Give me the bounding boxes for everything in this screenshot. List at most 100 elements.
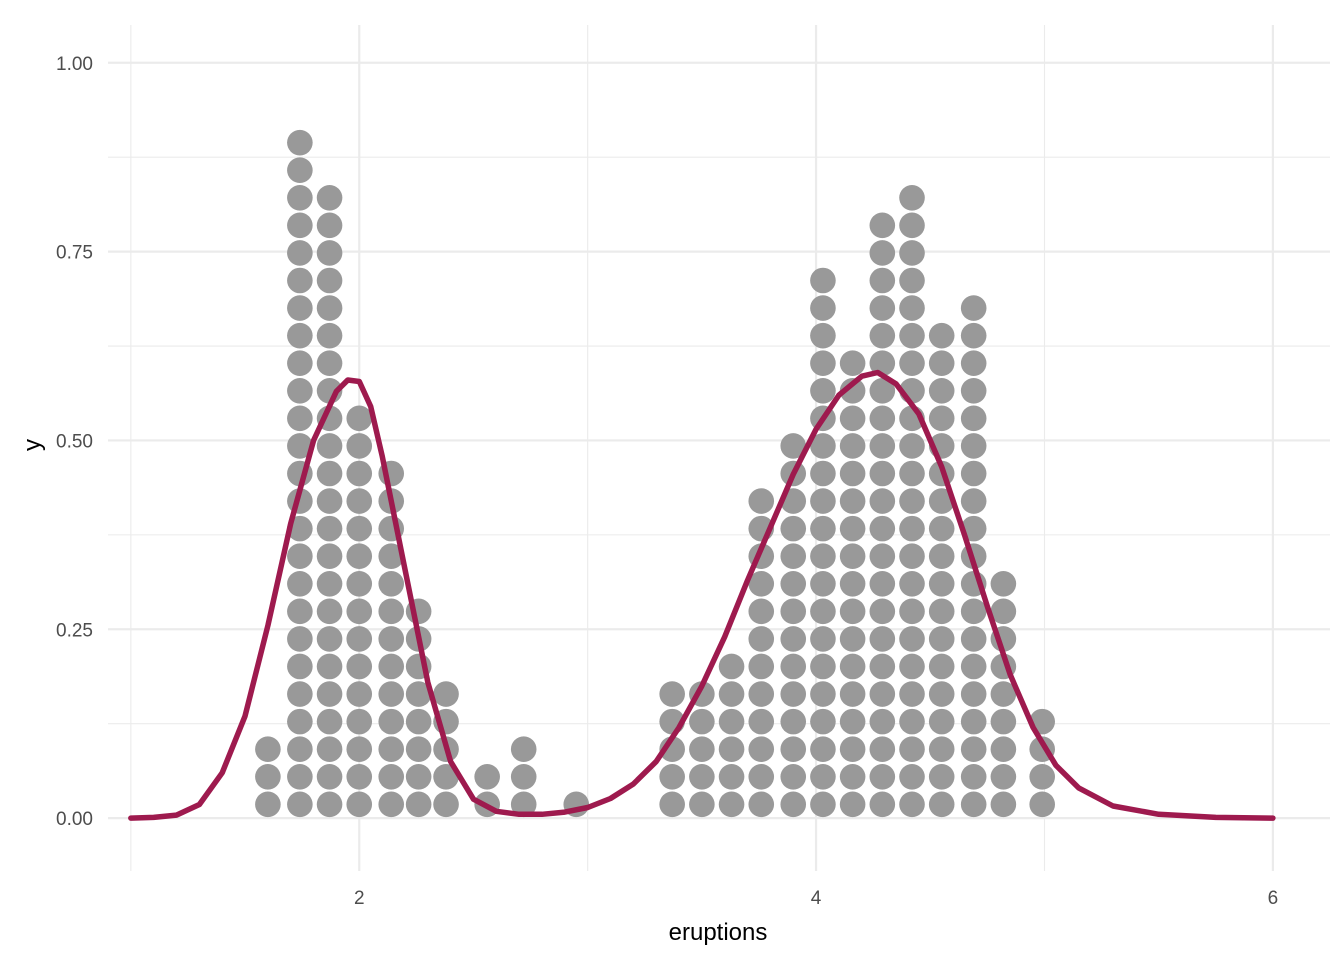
dot <box>378 626 405 652</box>
dot <box>990 681 1017 707</box>
dot <box>928 570 955 597</box>
dot <box>718 763 745 790</box>
dot <box>748 626 775 652</box>
dot <box>378 763 405 790</box>
dot <box>869 433 896 459</box>
dot <box>780 433 807 459</box>
dot <box>659 763 685 790</box>
dot <box>928 350 955 377</box>
dot <box>405 736 432 762</box>
dot <box>287 598 313 625</box>
dot <box>316 322 343 349</box>
dot <box>1029 791 1056 818</box>
dot <box>689 763 715 790</box>
dot <box>780 543 807 570</box>
density-curve-layer <box>128 369 1276 821</box>
dot <box>405 791 432 818</box>
dot <box>839 377 866 404</box>
dot <box>810 763 836 790</box>
dot <box>748 791 775 818</box>
dot <box>810 488 836 514</box>
dot <box>869 708 896 735</box>
dot <box>928 791 955 818</box>
dot <box>748 763 775 790</box>
dot <box>810 377 836 404</box>
dot <box>346 626 373 652</box>
dot <box>899 570 925 597</box>
dot <box>748 681 775 707</box>
dot <box>405 763 432 790</box>
dot <box>899 240 925 266</box>
dot <box>899 184 925 211</box>
dot <box>346 433 373 459</box>
dot <box>899 763 925 790</box>
dot <box>899 488 925 514</box>
dot <box>316 570 343 597</box>
dot <box>316 267 343 294</box>
dot <box>810 267 836 294</box>
dot <box>378 736 405 762</box>
dot <box>899 681 925 707</box>
dot <box>780 736 807 762</box>
y-axis-tick-labels: 0.00 0.25 0.50 0.75 1.00 <box>56 54 93 830</box>
dot <box>810 433 836 459</box>
dot <box>287 129 313 156</box>
dot <box>748 598 775 625</box>
x-tick-label: 2 <box>354 888 365 909</box>
dot <box>346 681 373 707</box>
dot <box>510 736 537 762</box>
dot <box>869 763 896 790</box>
dot <box>718 708 745 735</box>
dot-stacks <box>255 129 1056 818</box>
dot <box>928 405 955 432</box>
dot <box>287 681 313 707</box>
dot <box>869 322 896 349</box>
dot <box>810 460 836 487</box>
dot <box>869 653 896 680</box>
dot <box>378 598 405 625</box>
dot <box>780 791 807 818</box>
dot <box>287 240 313 266</box>
dot <box>899 460 925 487</box>
dot <box>287 626 313 652</box>
y-tick-label: 0.50 <box>56 431 93 452</box>
dot <box>839 350 866 377</box>
dot <box>510 763 537 790</box>
dot <box>839 626 866 652</box>
dot <box>869 295 896 321</box>
dot <box>316 460 343 487</box>
dot <box>718 681 745 707</box>
dot <box>960 377 987 404</box>
dot <box>899 708 925 735</box>
dot <box>839 488 866 514</box>
dot <box>346 570 373 597</box>
dot <box>960 598 987 625</box>
dot <box>780 598 807 625</box>
dot <box>378 543 405 570</box>
dot <box>839 791 866 818</box>
dot <box>718 653 745 680</box>
dot <box>960 626 987 652</box>
dot <box>928 515 955 542</box>
dot <box>810 515 836 542</box>
dot <box>960 295 987 321</box>
dot <box>928 543 955 570</box>
dot <box>316 212 343 239</box>
dot <box>780 708 807 735</box>
dot <box>780 515 807 542</box>
dot <box>316 488 343 514</box>
dot <box>780 570 807 597</box>
dot <box>316 240 343 266</box>
dot <box>960 681 987 707</box>
dot <box>346 488 373 514</box>
dot <box>869 515 896 542</box>
dot <box>346 460 373 487</box>
dot <box>810 653 836 680</box>
dot <box>316 295 343 321</box>
dot <box>899 295 925 321</box>
dot <box>928 377 955 404</box>
dot <box>287 322 313 349</box>
dot <box>960 350 987 377</box>
dot <box>316 653 343 680</box>
dot <box>869 240 896 266</box>
